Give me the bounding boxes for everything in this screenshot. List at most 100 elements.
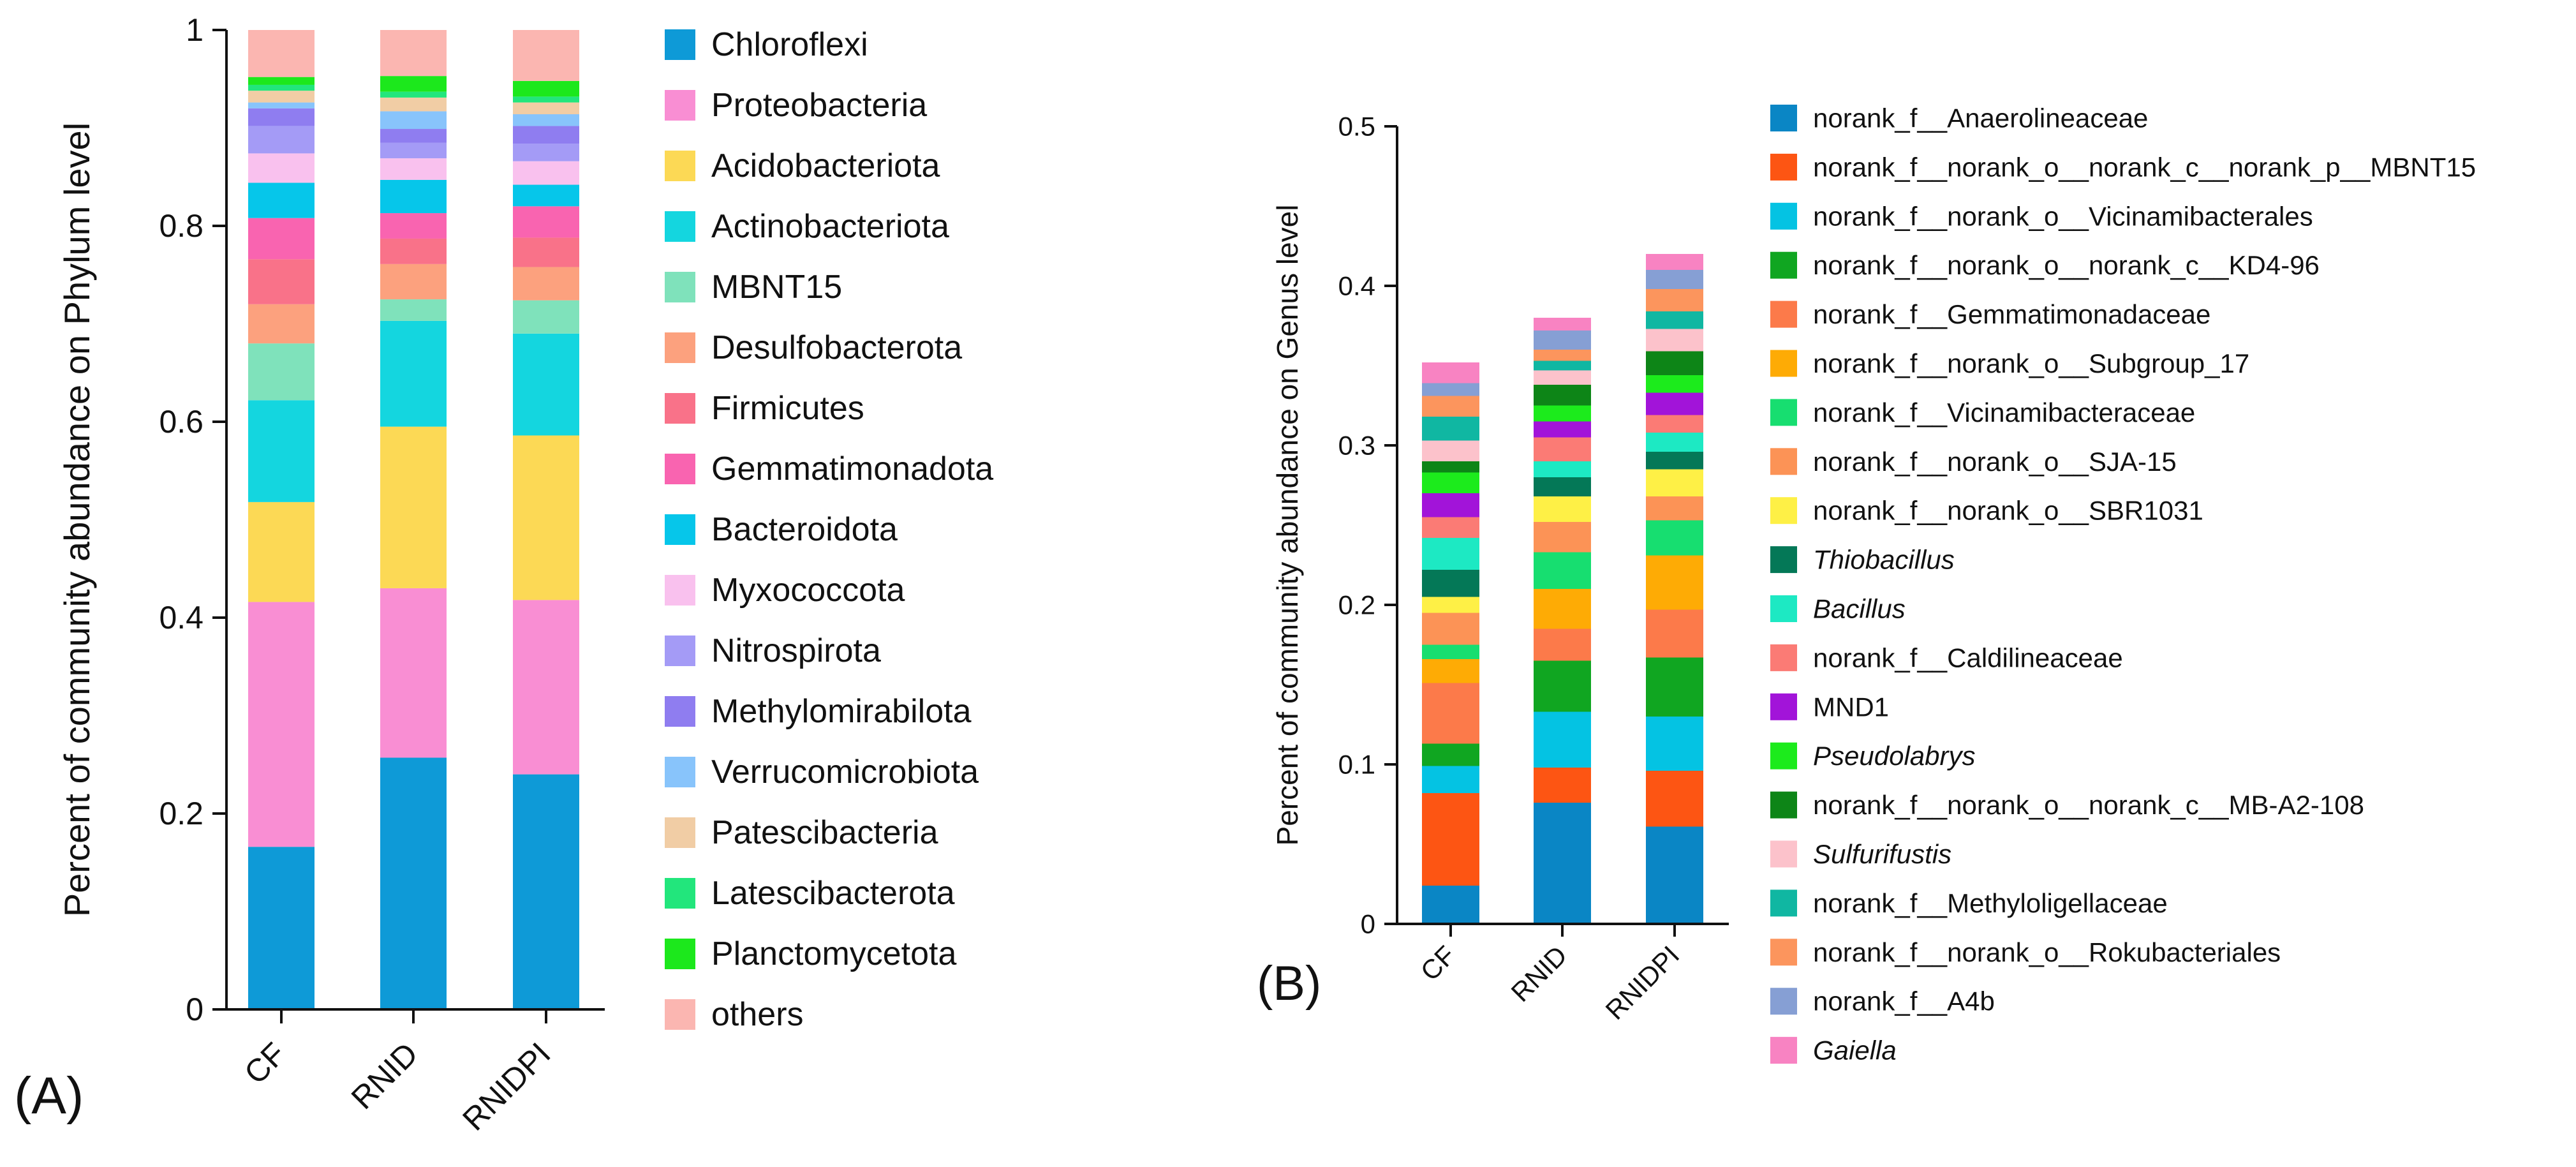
y-tick-label: 0 xyxy=(186,992,204,1027)
bar-segment xyxy=(1646,392,1703,415)
legend-swatch xyxy=(1770,840,1797,868)
bar-segment xyxy=(380,320,447,427)
bar-segment xyxy=(1646,609,1703,658)
legend-label: Desulfobacterota xyxy=(711,329,962,366)
bar-segment xyxy=(1422,644,1479,659)
bar-segment xyxy=(1422,362,1479,383)
legend-swatch xyxy=(1770,988,1797,1015)
legend-swatch xyxy=(1770,595,1797,622)
bar-segment xyxy=(1534,628,1591,661)
legend-swatch xyxy=(1770,889,1797,917)
legend-label: Methylomirabilota xyxy=(711,693,972,730)
legend-label: Thiobacillus xyxy=(1813,545,1955,575)
bar-segment xyxy=(1422,383,1479,396)
bar-segment xyxy=(513,237,579,267)
bar-segment xyxy=(248,126,315,154)
y-tick-label: 0 xyxy=(1361,909,1375,939)
bar-segment xyxy=(1646,415,1703,433)
bar-segment xyxy=(380,238,447,264)
bar-segment xyxy=(248,84,315,91)
legend-swatch xyxy=(665,636,695,666)
bar-segment xyxy=(1422,683,1479,744)
legend-swatch xyxy=(1770,1037,1797,1064)
y-tick-label: 0.1 xyxy=(1338,750,1375,780)
y-tick-label: 1 xyxy=(186,12,204,48)
bar-segment xyxy=(248,182,315,218)
bar-segment xyxy=(1646,496,1703,521)
bar-segment xyxy=(1646,657,1703,717)
bar-segment xyxy=(248,30,315,77)
legend-label: MBNT15 xyxy=(711,269,842,306)
legend-label: norank_f__norank_o__SBR1031 xyxy=(1813,496,2203,526)
y-tick-label: 0.5 xyxy=(1338,112,1375,142)
bar-segment xyxy=(1422,538,1479,570)
bar-segment xyxy=(1534,370,1591,385)
y-tick-label: 0.4 xyxy=(1338,271,1375,301)
bar-segment xyxy=(1534,331,1591,350)
legend-label: Acidobacteriota xyxy=(711,147,940,184)
legend-swatch xyxy=(1770,644,1797,671)
bar-segment xyxy=(380,264,447,300)
bar-segment xyxy=(1422,886,1479,924)
bar-segment xyxy=(380,76,447,92)
bar-segment xyxy=(1422,440,1479,461)
bar-segment xyxy=(1646,270,1703,289)
legend-label: norank_f__norank_o__Subgroup_17 xyxy=(1813,348,2249,378)
legend-label: norank_f__norank_o__norank_c__MB-A2-108 xyxy=(1813,790,2364,820)
legend-swatch xyxy=(665,878,695,909)
bar-segment xyxy=(513,267,579,301)
y-axis-title: Percent of community abundance on Genus … xyxy=(1271,205,1304,846)
bar-segment xyxy=(1534,461,1591,477)
bar-segment xyxy=(1534,361,1591,371)
bar-segment xyxy=(513,102,579,115)
legend-label: norank_f__norank_o__Rokubacteriales xyxy=(1813,937,2281,967)
bar-segment xyxy=(380,213,447,239)
legend-swatch xyxy=(1770,251,1797,279)
bar-segment xyxy=(248,77,315,85)
legend-label: MND1 xyxy=(1813,692,1889,722)
bar-segment xyxy=(1422,743,1479,766)
bar-segment xyxy=(1422,570,1479,597)
bar-segment xyxy=(248,218,315,260)
legend-label: Proteobacteria xyxy=(711,87,927,124)
legend-label: norank_f__norank_o__norank_c__KD4-96 xyxy=(1813,250,2320,280)
legend-label: Firmicutes xyxy=(711,390,864,427)
bar-segment xyxy=(1646,311,1703,329)
bar-segment xyxy=(1646,351,1703,375)
bar-segment xyxy=(380,142,447,159)
bar-segment xyxy=(1422,461,1479,473)
bar-segment xyxy=(248,102,315,108)
bar-segment xyxy=(513,30,579,81)
bar-segment xyxy=(1534,477,1591,496)
legend-label: Verrucomicrobiota xyxy=(711,754,979,791)
legend-swatch xyxy=(1770,546,1797,574)
bar-segment xyxy=(1534,496,1591,522)
bar-segment xyxy=(1646,520,1703,556)
legend-swatch xyxy=(665,454,695,484)
legend-label: norank_f__norank_o__norank_c__norank_p__… xyxy=(1813,152,2476,182)
bar-segment xyxy=(1422,472,1479,493)
legend-swatch xyxy=(665,757,695,787)
legend-label: Actinobacteriota xyxy=(711,208,949,245)
legend-swatch xyxy=(1770,153,1797,181)
bar-segment xyxy=(513,300,579,334)
bar-segment xyxy=(1646,289,1703,311)
bar-segment xyxy=(380,97,447,112)
y-tick-label: 0.4 xyxy=(159,600,204,636)
legend-swatch xyxy=(665,151,695,181)
legend-swatch xyxy=(665,817,695,848)
bar-segment xyxy=(1534,660,1591,712)
legend-swatch xyxy=(665,272,695,302)
legend-swatch xyxy=(665,90,695,121)
bar-segment xyxy=(1646,254,1703,270)
bar-segment xyxy=(248,602,315,847)
bar-segment xyxy=(1534,421,1591,438)
y-tick-label: 0.3 xyxy=(1338,431,1375,461)
bar-segment xyxy=(513,600,579,775)
legend-label: Latescibacterota xyxy=(711,875,955,912)
bar-segment xyxy=(1422,396,1479,417)
bar-segment xyxy=(1646,452,1703,470)
legend-label: norank_f__Methyloligellaceae xyxy=(1813,888,2168,918)
